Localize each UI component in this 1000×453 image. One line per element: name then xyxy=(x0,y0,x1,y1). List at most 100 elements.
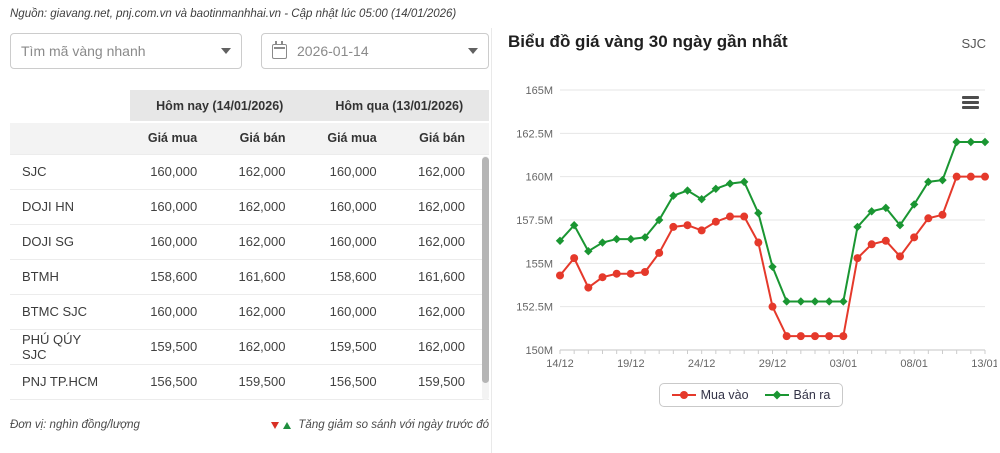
x-axis-label: 19/12 xyxy=(617,358,645,370)
data-point[interactable] xyxy=(981,172,989,181)
data-point[interactable] xyxy=(896,252,904,261)
data-point[interactable] xyxy=(669,222,678,231)
row-label: DOJI SG xyxy=(10,224,130,260)
data-point[interactable] xyxy=(697,226,706,235)
data-point[interactable] xyxy=(726,212,734,221)
data-point[interactable] xyxy=(612,269,621,278)
data-point[interactable] xyxy=(796,332,805,341)
y-axis-label: 162.5M xyxy=(516,128,553,140)
decrease-triangle-icon xyxy=(271,421,280,429)
data-point[interactable] xyxy=(626,234,636,244)
col-header-sell-today: Giá bán xyxy=(221,122,310,154)
row-label: BTMH xyxy=(10,259,130,295)
price-cell: 158,600 xyxy=(130,259,222,295)
data-point[interactable] xyxy=(810,297,820,306)
data-point[interactable] xyxy=(626,269,635,278)
gold-price-table: Hôm nay (14/01/2026) Hôm qua (13/01/2026… xyxy=(10,90,489,400)
data-point[interactable] xyxy=(839,297,848,306)
data-point[interactable] xyxy=(768,262,777,271)
data-point[interactable] xyxy=(952,137,961,147)
legend-label-sell: Bán ra xyxy=(793,388,831,402)
data-point[interactable] xyxy=(584,283,593,292)
price-cell: 159,500 xyxy=(221,364,310,400)
data-point[interactable] xyxy=(768,302,777,311)
price-cell: 160,000 xyxy=(130,189,222,225)
increase-triangle-icon xyxy=(283,421,292,429)
data-point[interactable] xyxy=(966,172,975,181)
compare-note: Tăng giảm so sánh với ngày trước đó xyxy=(271,419,489,431)
chart-title: Biểu đồ giá vàng 30 ngày gần nhất xyxy=(508,32,788,51)
table-scrollbar-thumb[interactable] xyxy=(482,157,489,383)
table-row: SJC 160,000 162,000 160,000 162,000 xyxy=(10,153,489,190)
data-point[interactable] xyxy=(938,210,947,219)
date-picker[interactable]: 2026-01-14 xyxy=(261,33,489,69)
data-point[interactable] xyxy=(683,221,692,230)
data-point[interactable] xyxy=(669,191,678,200)
data-point[interactable] xyxy=(782,332,791,341)
date-picker-value: 2026-01-14 xyxy=(297,43,369,59)
table-row: DOJI HN 160,000 162,000 160,000 162,000 xyxy=(10,189,489,225)
price-cell: 158,600 xyxy=(309,259,401,295)
table-scrollbar-track[interactable] xyxy=(482,156,489,400)
data-point[interactable] xyxy=(910,233,919,242)
data-point[interactable] xyxy=(640,233,650,242)
data-point[interactable] xyxy=(598,273,607,282)
table-row: PHÚ QÚY SJC 159,500 162,000 159,500 162,000 xyxy=(10,329,489,365)
price-cell: 160,000 xyxy=(130,153,222,190)
x-axis-label: 03/01 xyxy=(830,358,858,370)
data-point[interactable] xyxy=(924,214,933,223)
data-point[interactable] xyxy=(739,177,749,187)
gold-symbol-select[interactable]: Tìm mã vàng nhanh xyxy=(10,33,242,69)
y-axis-label: 152.5M xyxy=(516,302,553,314)
data-point[interactable] xyxy=(711,217,720,226)
row-label: BTMC SJC xyxy=(10,294,130,330)
data-point[interactable] xyxy=(598,238,607,247)
price-cell: 162,000 xyxy=(400,329,489,365)
data-point[interactable] xyxy=(839,332,848,341)
x-axis-label: 13/01 xyxy=(971,358,997,370)
data-point[interactable] xyxy=(796,297,806,306)
calendar-icon xyxy=(272,41,287,59)
table-row: DOJI SG 160,000 162,000 160,000 162,000 xyxy=(10,224,489,260)
data-point[interactable] xyxy=(612,234,621,244)
chart-menu-hamburger-icon[interactable] xyxy=(962,96,979,109)
col-header-buy-today: Giá mua xyxy=(130,122,222,154)
price-cell: 160,000 xyxy=(309,153,401,190)
data-point[interactable] xyxy=(966,137,976,147)
data-point[interactable] xyxy=(556,271,564,280)
data-point[interactable] xyxy=(725,179,735,188)
data-point[interactable] xyxy=(824,297,834,306)
data-point[interactable] xyxy=(853,254,862,263)
data-point[interactable] xyxy=(570,254,579,263)
data-point[interactable] xyxy=(754,208,763,218)
data-point[interactable] xyxy=(867,240,876,249)
data-point[interactable] xyxy=(754,238,763,247)
data-point[interactable] xyxy=(782,297,791,306)
data-point[interactable] xyxy=(655,248,664,257)
table-row: BTMC SJC 160,000 162,000 160,000 162,000 xyxy=(10,294,489,330)
data-point[interactable] xyxy=(895,221,905,230)
group-header-yesterday: Hôm qua (13/01/2026) xyxy=(309,90,489,123)
data-point[interactable] xyxy=(980,137,990,147)
price-cell: 160,000 xyxy=(130,224,222,260)
data-point[interactable] xyxy=(683,186,692,195)
data-point[interactable] xyxy=(740,212,749,221)
data-point[interactable] xyxy=(641,268,649,276)
price-cell: 162,000 xyxy=(400,189,489,225)
legend-marker-sell xyxy=(764,390,789,400)
legend-item-sell[interactable]: Bán ra xyxy=(764,388,831,402)
panel-divider xyxy=(491,28,492,453)
data-point[interactable] xyxy=(853,222,862,232)
data-point[interactable] xyxy=(938,175,947,185)
data-point[interactable] xyxy=(555,236,565,245)
data-point[interactable] xyxy=(811,332,819,341)
data-point[interactable] xyxy=(952,172,961,181)
y-axis-label: 160M xyxy=(525,172,553,184)
data-point[interactable] xyxy=(825,332,834,341)
chevron-down-icon xyxy=(221,48,231,54)
data-point[interactable] xyxy=(881,236,890,245)
price-cell: 162,000 xyxy=(400,153,489,190)
legend-item-buy[interactable]: Mua vào xyxy=(671,388,749,402)
x-axis-label: 29/12 xyxy=(759,358,787,370)
